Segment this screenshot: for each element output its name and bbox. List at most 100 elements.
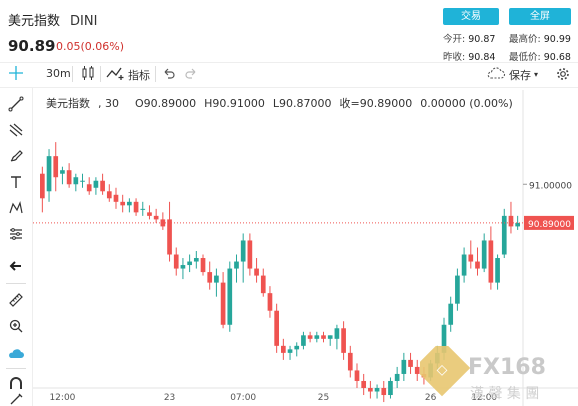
candle-body: [468, 254, 474, 262]
fib-tool-icon[interactable]: [0, 122, 32, 138]
trade-button[interactable]: 交易: [443, 8, 499, 25]
fullscreen-button[interactable]: 全屏: [509, 8, 571, 25]
candle-body: [501, 215, 507, 255]
cloud-icon: [486, 66, 506, 83]
arrow-left-icon[interactable]: [0, 258, 32, 274]
candle-body: [361, 380, 367, 388]
candle-body: [193, 258, 199, 262]
save-button[interactable]: 保存 ▾: [486, 66, 538, 83]
lock-icon[interactable]: [0, 392, 32, 406]
readout-change: 0.00000 (0.00%): [420, 97, 513, 110]
svg-text:FX168: FX168: [468, 355, 546, 380]
candle-body: [301, 335, 306, 346]
candle-body: [173, 254, 179, 269]
trend-line-icon[interactable]: [0, 96, 32, 112]
candle-body: [488, 240, 494, 283]
readout-high: H90.91000: [204, 97, 265, 110]
brush-icon[interactable]: [0, 148, 32, 164]
indicators-button[interactable]: 指标: [106, 66, 150, 83]
ruler-icon[interactable]: [0, 292, 32, 308]
candle-body: [515, 222, 520, 227]
candle-body: [341, 328, 346, 353]
readout-low: L90.87000: [272, 97, 332, 110]
candle-body: [86, 184, 92, 192]
instrument-symbol: DINI: [70, 14, 98, 29]
candle-body: [234, 261, 239, 269]
candle-body: [153, 215, 159, 220]
last-price-tag: [524, 215, 574, 230]
candle-body: [220, 282, 226, 325]
candle-body: [307, 335, 313, 339]
candle-body: [120, 201, 126, 206]
redo-icon[interactable]: [184, 66, 198, 85]
candle-body: [106, 191, 112, 199]
candlestick-chart[interactable]: 91.00000 90.89000 12:00 23 07:00 25 26 12:00: [33, 90, 578, 406]
save-label: 保存: [509, 68, 531, 82]
toolbar-divider-bottom: [0, 87, 578, 88]
watermark-logo: ◇ FX168 漢 聲 集 團: [420, 346, 546, 402]
gear-icon[interactable]: [556, 66, 570, 85]
candle-body: [93, 180, 99, 188]
cloud-sync-icon[interactable]: [0, 346, 32, 360]
crosshair-icon[interactable]: [0, 65, 32, 81]
zoom-in-icon[interactable]: [0, 318, 32, 334]
text-tool-icon[interactable]: [0, 174, 32, 190]
stat-low: 最低价: 90.68: [509, 52, 571, 63]
candle-body: [80, 180, 85, 182]
candle-body: [100, 180, 105, 192]
prediction-tool-icon[interactable]: [0, 226, 32, 242]
candle-body: [314, 335, 320, 339]
candle-body: [327, 335, 333, 339]
time-tick-label: 25: [318, 393, 329, 403]
readout-name: 美元指数: [46, 97, 90, 110]
candle-body: [401, 359, 407, 374]
candle-body: [368, 388, 373, 392]
last-price-label: 90.89000: [528, 220, 571, 230]
candle-body: [46, 156, 52, 192]
toolbar-separator: [155, 66, 156, 82]
candle-body: [180, 265, 186, 269]
time-tick-label: 12:00: [49, 393, 75, 403]
price-tick-label: 91.00000: [529, 181, 572, 191]
toolbar-separator: [100, 66, 101, 82]
candle-body: [113, 194, 119, 202]
chevron-down-icon: ▾: [534, 70, 539, 79]
candle-body: [441, 324, 447, 353]
candle-body: [167, 219, 172, 255]
magnet-icon[interactable]: [0, 375, 32, 391]
candle-body: [381, 388, 387, 396]
svg-text:◇: ◇: [437, 362, 448, 378]
candle-body: [73, 177, 79, 185]
time-tick-label: 26: [425, 393, 437, 403]
toolbar-separator: [72, 66, 73, 82]
candle-body: [321, 335, 326, 339]
candle-body: [267, 293, 273, 311]
candle-type-icon[interactable]: [80, 65, 96, 85]
candle-body: [40, 173, 45, 199]
candle-body: [214, 275, 219, 283]
candle-body: [347, 352, 353, 371]
candle-body: [408, 359, 413, 367]
pattern-tool-icon[interactable]: [0, 200, 32, 216]
candle-body: [461, 254, 467, 276]
price-change: 0.05(0.06%): [56, 40, 125, 53]
candle-body: [207, 272, 213, 283]
candle-body: [127, 201, 132, 206]
interval-selector[interactable]: 30m: [46, 67, 71, 80]
readout-close: 收=90.89000: [339, 97, 413, 110]
candle-body: [495, 258, 500, 283]
candle-body: [60, 170, 65, 174]
candle-body: [66, 170, 72, 185]
candle-body: [240, 240, 246, 262]
candle-body: [140, 208, 146, 210]
candle-body: [247, 240, 253, 269]
indicator-icon: [106, 66, 126, 83]
candle-body: [287, 349, 293, 353]
candle-body: [254, 268, 259, 276]
candle-body: [388, 380, 393, 396]
candle-body: [53, 156, 59, 178]
candle-body: [481, 240, 487, 269]
candle-body: [508, 215, 514, 227]
undo-icon[interactable]: [162, 66, 176, 85]
readout-interval: , 30: [98, 97, 119, 110]
